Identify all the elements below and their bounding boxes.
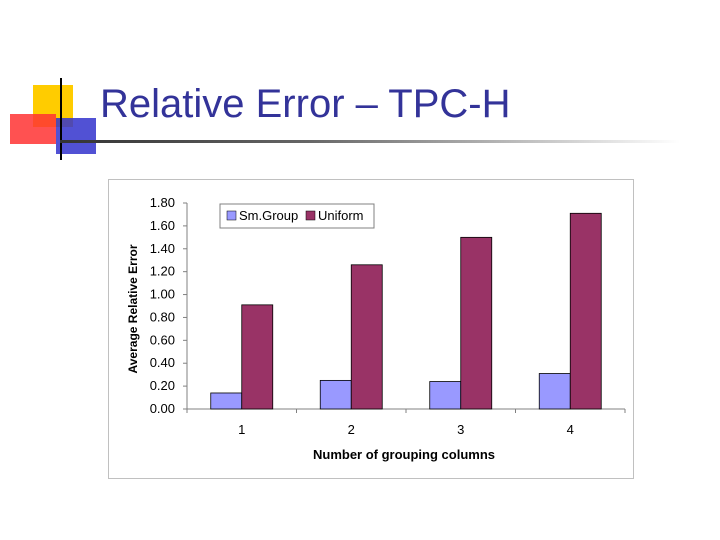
y-tick-label: 0.20 [150,378,175,393]
y-tick-label: 1.20 [150,264,175,279]
legend-swatch-smgroup [226,210,237,221]
bar-chart: Average Relative Error Number of groupin… [126,195,626,462]
y-tick-label: 1.80 [150,195,175,210]
x-tick-label: 4 [567,422,574,437]
y-tick-label: 1.40 [150,241,175,256]
x-axis-title: Number of grouping columns [313,447,495,462]
x-tick-label: 1 [238,422,245,437]
y-tick-label: 0.80 [150,309,175,324]
chart-frame: Average Relative Error Number of groupin… [108,179,634,479]
y-tick-label: 0.40 [150,355,175,370]
x-tick-labels: 1 2 3 4 [238,422,574,437]
legend: Sm.Group Uniform [219,203,375,229]
y-tick-labels: 0.00 0.20 0.40 0.60 0.80 1.00 1.20 1.40 1.60 1.80 [150,195,175,416]
bar-smgroup-4 [538,373,571,410]
y-tick-label: 1.00 [150,287,175,302]
bar-uniform-1 [241,304,274,410]
title-decoration-icon [10,78,96,160]
deco-blue-square [56,118,96,154]
bar-smgroup-1 [210,392,243,410]
title-rule [60,140,680,143]
bar-uniform-3 [460,236,493,410]
bar-smgroup-2 [319,379,352,410]
legend-swatch-uniform [305,210,316,221]
bar-uniform-4 [569,212,602,410]
legend-label-smgroup: Sm.Group [239,208,298,223]
bar-uniform-2 [350,264,383,410]
y-axis-title: Average Relative Error [126,244,140,373]
bars [210,212,602,410]
legend-box [219,203,375,229]
x-tick-label: 2 [348,422,355,437]
deco-red-square [10,114,56,144]
x-tick-label: 3 [457,422,464,437]
y-tick-label: 0.00 [150,401,175,416]
bar-smgroup-3 [429,381,462,410]
y-tick-label: 0.60 [150,332,175,347]
legend-label-uniform: Uniform [318,208,364,223]
y-tick-label: 1.60 [150,218,175,233]
slide-title: Relative Error – TPC-H [100,82,511,126]
